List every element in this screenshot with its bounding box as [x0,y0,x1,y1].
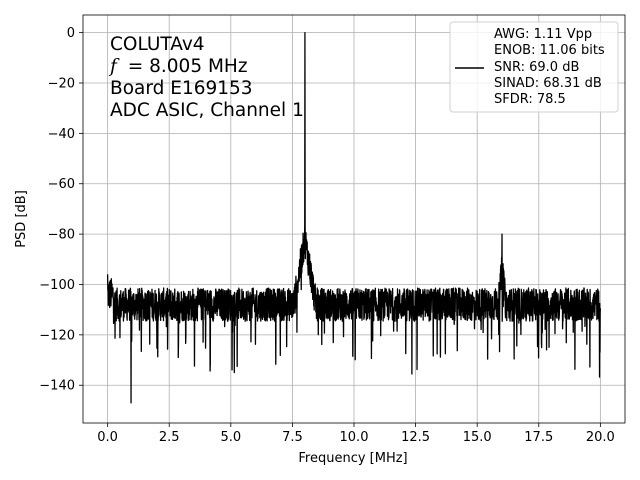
psd-trace [106,31,602,404]
y-tick-label: −40 [48,127,75,142]
legend: AWG: 1.11 Vpp ENOB: 11.06 bits SNR: 69.0… [449,21,619,113]
x-tick-label: 0.0 [97,430,118,445]
x-tick-label: 2.5 [159,430,180,445]
annotation-line-1: COLUTAv4 [110,34,205,55]
annotation-line-4: ADC ASIC, Channel 1 [110,100,304,121]
x-tick-label: 12.5 [401,430,430,445]
y-tick-label: −140 [39,379,75,394]
annotation-box: COLUTAv4 f = 8.005 MHz Board E169153 ADC… [108,34,304,121]
x-tick-label: 5.0 [220,430,241,445]
x-tick-label: 7.5 [282,430,303,445]
y-tick-label: −100 [39,278,75,293]
x-axis-label: Frequency [MHz] [298,451,407,466]
x-tick-label: 20.0 [586,430,615,445]
x-tick-label: 17.5 [524,430,553,445]
y-tick-label: −20 [48,77,75,92]
annotation-frequency: = 8.005 MHz [128,56,248,77]
y-tick-label: −120 [39,328,75,343]
legend-entry-sfdr: SFDR: 78.5 [494,92,566,107]
y-tick-label: −80 [48,228,75,243]
legend-entry-awg: AWG: 1.11 Vpp [494,27,592,42]
x-tick-label: 15.0 [463,430,492,445]
y-tick-label: −60 [48,177,75,192]
legend-entry-sinad: SINAD: 68.31 dB [494,76,602,91]
axis-ticks: 0.0 2.5 5.0 7.5 10.0 12.5 15.0 17.5 20.0 0 −20 −40 −… [39,26,615,445]
annotation-line-3: Board E169153 [110,78,253,99]
y-tick-label: 0 [67,26,75,41]
legend-box [449,21,619,113]
x-tick-label: 10.0 [340,430,369,445]
legend-entry-snr: SNR: 69.0 dB [494,60,579,75]
series-psd [106,31,602,404]
annotation-line-2: f = 8.005 MHz [108,56,248,77]
legend-entry-enob: ENOB: 11.06 bits [494,43,605,58]
annotation-f-symbol: f [108,56,120,77]
y-axis-label: PSD [dB] [14,190,29,248]
